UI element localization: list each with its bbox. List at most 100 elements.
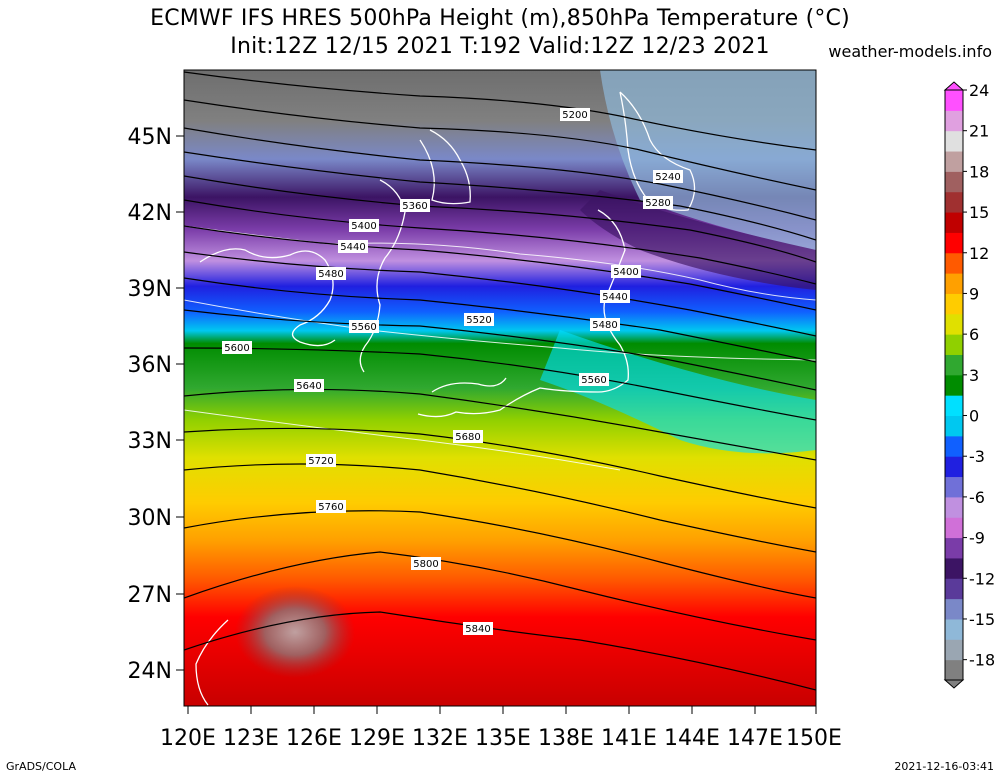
contour-labels: 5200 5240 5280 5360 5400 5400 5440 5440 …	[222, 108, 683, 635]
lat-tick: 45N	[128, 125, 184, 150]
color-bar-label: -3	[969, 447, 985, 466]
color-bar-label: 0	[969, 407, 979, 426]
lon-axis: 120E 123E 126E 129E 132E 135E 138E 141E …	[160, 706, 842, 751]
lat-axis: 45N 42N 39N 36N 33N 30N 27N 24N	[128, 125, 184, 684]
color-bar-segment	[945, 435, 963, 457]
lon-tick: 123E	[223, 706, 279, 751]
svg-text:144E: 144E	[664, 726, 720, 751]
svg-text:5440: 5440	[340, 242, 365, 253]
svg-text:5560: 5560	[351, 322, 376, 333]
svg-text:5520: 5520	[466, 315, 491, 326]
color-bar-segment	[945, 273, 963, 294]
lat-tick: 33N	[128, 429, 184, 454]
contour-label-17: 5760	[316, 500, 346, 513]
color-bar-segment	[945, 557, 963, 579]
svg-text:33N: 33N	[128, 429, 172, 454]
chart-title-line1: ECMWF IFS HRES 500hPa Height (m),850hPa …	[150, 6, 850, 31]
svg-text:39N: 39N	[128, 277, 172, 302]
svg-text:30N: 30N	[128, 506, 172, 531]
color-bar-segment	[945, 252, 963, 274]
lon-tick: 126E	[286, 706, 342, 751]
color-bar-segment	[945, 598, 963, 620]
color-bar-label: 15	[969, 203, 989, 222]
color-bar-label: 24	[969, 81, 989, 100]
svg-text:5400: 5400	[613, 267, 638, 278]
color-bar-segment	[945, 476, 963, 498]
footer-timestamp: 2021-12-16-03:41	[894, 760, 994, 773]
svg-text:120E: 120E	[160, 726, 216, 751]
svg-text:42N: 42N	[128, 201, 172, 226]
svg-text:5840: 5840	[465, 624, 490, 635]
contour-label-6: 5440	[338, 240, 368, 253]
color-bar-label: 3	[969, 366, 979, 385]
lon-tick: 144E	[664, 706, 720, 751]
svg-text:5200: 5200	[562, 110, 587, 121]
svg-text:150E: 150E	[786, 726, 842, 751]
contour-label-2: 5280	[643, 196, 673, 209]
color-bar-segment	[945, 293, 963, 315]
lat-tick: 39N	[128, 277, 184, 302]
svg-text:36N: 36N	[128, 353, 172, 378]
svg-text:27N: 27N	[128, 583, 172, 608]
color-bar-label: -9	[969, 529, 985, 548]
svg-text:5480: 5480	[592, 320, 617, 331]
color-bar-label: -15	[969, 610, 995, 629]
contour-label-1: 5240	[653, 170, 683, 183]
brand-label: weather-models.info	[828, 42, 992, 61]
lon-tick: 120E	[160, 706, 216, 751]
svg-text:5800: 5800	[413, 559, 438, 570]
color-bar-cap-top	[943, 81, 965, 91]
svg-text:126E: 126E	[286, 726, 342, 751]
color-bar-frame	[944, 89, 964, 681]
svg-text:5640: 5640	[296, 381, 321, 392]
color-bar-segment	[945, 232, 963, 254]
lon-tick: 135E	[475, 706, 531, 751]
height-contours	[184, 71, 816, 691]
lon-tick: 129E	[349, 706, 405, 751]
lat-tick: 27N	[128, 583, 184, 608]
color-bar-segment	[945, 496, 963, 518]
color-bar-segment	[945, 578, 963, 600]
color-bar-segment	[945, 456, 963, 478]
color-bar	[943, 81, 965, 689]
svg-text:5560: 5560	[581, 375, 606, 386]
contour-label-5: 5400	[611, 265, 641, 278]
svg-text:135E: 135E	[475, 726, 531, 751]
color-bar-label: 9	[969, 284, 979, 303]
color-bar-segment	[945, 130, 963, 152]
lon-tick: 141E	[601, 706, 657, 751]
svg-text:5400: 5400	[351, 221, 376, 232]
color-bar-segment	[945, 191, 963, 213]
color-bar-label: -18	[969, 651, 995, 670]
color-bar-segment	[945, 395, 963, 417]
contour-label-8: 5480	[316, 267, 346, 280]
contour-label-10: 5520	[464, 313, 494, 326]
color-bar-cap-bottom	[943, 679, 965, 689]
color-bar-label: 21	[969, 122, 989, 141]
contour-label-9: 5480	[590, 318, 620, 331]
contour-label-14: 5640	[294, 379, 324, 392]
lon-tick: 138E	[538, 706, 594, 751]
color-bar-segment	[945, 151, 963, 172]
lon-tick: 132E	[412, 706, 468, 751]
color-bar-segment	[945, 354, 963, 376]
svg-text:141E: 141E	[601, 726, 657, 751]
map-frame	[183, 69, 817, 707]
contour-label-16: 5720	[306, 454, 336, 467]
svg-text:147E: 147E	[727, 726, 783, 751]
color-bar-segment	[945, 415, 963, 437]
svg-text:138E: 138E	[538, 726, 594, 751]
svg-text:24N: 24N	[128, 659, 172, 684]
footer-software-label: GrADS/COLA	[6, 760, 76, 773]
contour-label-11: 5560	[349, 320, 379, 333]
svg-text:5280: 5280	[645, 198, 670, 209]
contour-label-19: 5840	[463, 622, 493, 635]
contour-label-4: 5400	[349, 219, 379, 232]
color-bar-segment	[945, 517, 963, 539]
color-bar-segment	[945, 374, 963, 396]
color-bar-segment	[945, 171, 963, 193]
lon-tick: 147E	[727, 706, 783, 751]
svg-text:5760: 5760	[318, 502, 343, 513]
color-bar-segment	[945, 212, 963, 233]
